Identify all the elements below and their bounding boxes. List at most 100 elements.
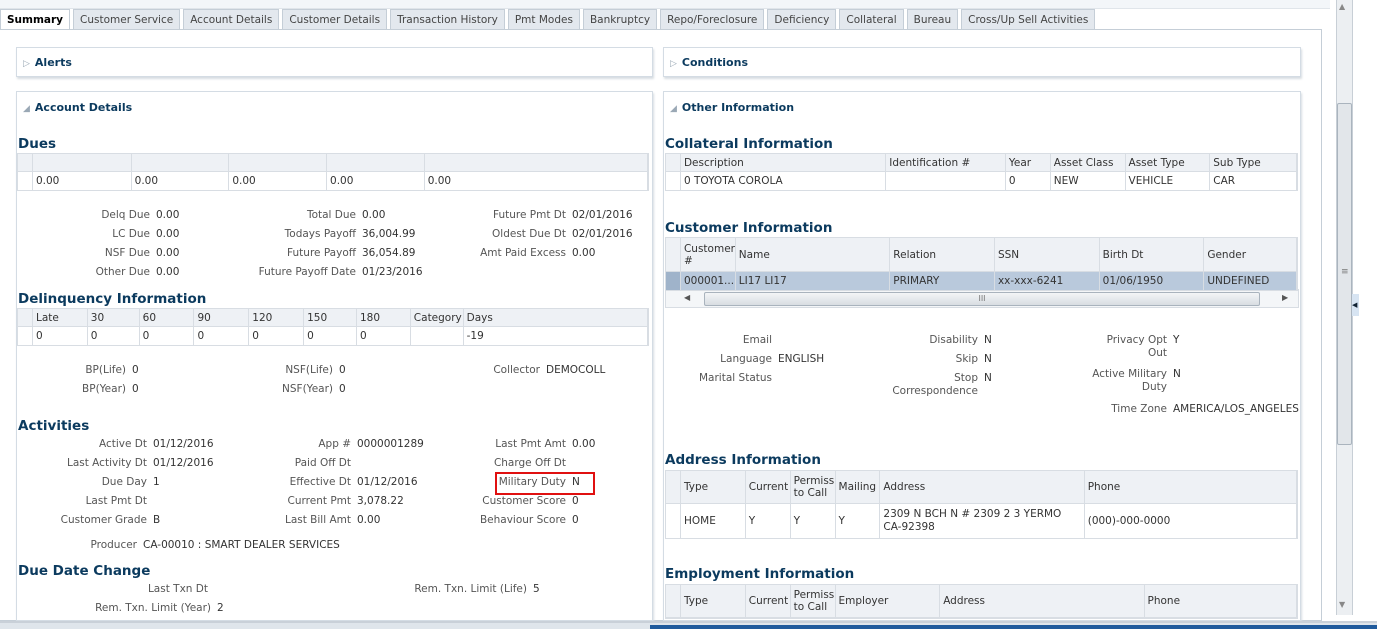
- field-value: AMERICA/LOS_ANGELES: [1173, 403, 1299, 415]
- employment-heading: Employment Information: [665, 566, 855, 582]
- collapse-pane-icon[interactable]: ◀: [1352, 294, 1359, 316]
- column-header[interactable]: [131, 154, 230, 172]
- table-header-row: TypeCurrentPermission to CallEmployerAdd…: [666, 585, 1297, 618]
- field-label: NSF Due: [104, 247, 150, 259]
- tab-customer-details[interactable]: Customer Details: [282, 9, 388, 30]
- column-header[interactable]: Customer #: [680, 238, 736, 272]
- column-header[interactable]: 60: [139, 309, 195, 327]
- column-header[interactable]: Permission to Call: [790, 471, 836, 504]
- tab-bureau[interactable]: Bureau: [906, 9, 959, 30]
- column-header[interactable]: [32, 154, 132, 172]
- column-header[interactable]: Asset Type: [1125, 154, 1211, 172]
- tab-bar: Summary Customer Service Account Details Cu…: [0, 9, 1096, 30]
- customer-table-hscroll[interactable]: ◀ III ▶: [665, 289, 1299, 308]
- field-label: Charge Off Dt: [493, 457, 566, 469]
- column-header[interactable]: Address: [940, 585, 1145, 618]
- column-header[interactable]: Category: [410, 309, 464, 327]
- field-label: Last Activity Dt: [66, 457, 147, 469]
- column-header[interactable]: Phone: [1144, 585, 1297, 618]
- table-row[interactable]: 0.00 0.00 0.00 0.00 0.00: [18, 172, 648, 190]
- scroll-down-icon[interactable]: ▼: [1339, 600, 1346, 609]
- table-header-row: [18, 154, 648, 172]
- tab-customer-service[interactable]: Customer Service: [73, 9, 181, 30]
- vscroll-thumb[interactable]: ≡: [1337, 103, 1352, 445]
- due-date-change-heading: Due Date Change: [18, 563, 151, 579]
- table-row[interactable]: 0 TOYOTA COROLA 0 NEW VEHICLE CAR: [666, 172, 1297, 190]
- column-header[interactable]: Permission to Call: [790, 585, 836, 618]
- column-header[interactable]: 30: [87, 309, 140, 327]
- column-header[interactable]: Sub Type: [1210, 154, 1297, 172]
- table-cell: 0: [1006, 172, 1051, 190]
- column-header[interactable]: Type: [680, 471, 746, 504]
- tab-deficiency[interactable]: Deficiency: [767, 9, 837, 30]
- tab-repo-foreclosure[interactable]: Repo/Foreclosure: [660, 9, 765, 30]
- scroll-left-icon[interactable]: ◀: [684, 293, 691, 302]
- tab-summary[interactable]: Summary: [0, 9, 71, 30]
- column-header[interactable]: 180: [356, 309, 411, 327]
- column-header[interactable]: Birth Dt: [1099, 238, 1205, 272]
- scroll-up-icon[interactable]: ▲: [1339, 2, 1346, 11]
- table-cell: 0: [304, 327, 357, 345]
- column-header[interactable]: 120: [249, 309, 305, 327]
- field-label: Oldest Due Dt: [492, 228, 566, 240]
- column-header[interactable]: 90: [194, 309, 250, 327]
- column-header[interactable]: Asset Class: [1050, 154, 1126, 172]
- column-header[interactable]: Description: [680, 154, 887, 172]
- conditions-panel[interactable]: ▷ Conditions: [663, 47, 1301, 77]
- tab-account-details[interactable]: Account Details: [183, 9, 280, 30]
- column-header[interactable]: Employer: [835, 585, 941, 618]
- column-header[interactable]: Current: [745, 471, 791, 504]
- hscroll-thumb[interactable]: III: [704, 292, 1260, 306]
- tab-cross-up-sell-activities[interactable]: Cross/Up Sell Activities: [961, 9, 1096, 30]
- column-header[interactable]: Name: [735, 238, 891, 272]
- column-header[interactable]: [229, 154, 328, 172]
- column-header[interactable]: Late: [32, 309, 88, 327]
- column-header[interactable]: SSN: [994, 238, 1100, 272]
- collapse-icon[interactable]: ◢: [23, 104, 30, 114]
- field-value: 0.00: [572, 247, 596, 259]
- column-header[interactable]: Phone: [1084, 471, 1297, 504]
- table-cell: 0.00: [327, 172, 425, 190]
- field-label: Todays Payoff: [284, 228, 356, 240]
- column-header[interactable]: Identification #: [886, 154, 1006, 172]
- tab-collateral[interactable]: Collateral: [839, 9, 904, 30]
- tab-transaction-history[interactable]: Transaction History: [390, 9, 505, 30]
- column-header[interactable]: Days: [463, 309, 648, 327]
- field-value: 01/23/2016: [362, 266, 423, 278]
- column-header[interactable]: Year: [1005, 154, 1051, 172]
- row-header-cell: [18, 309, 33, 327]
- column-header[interactable]: [424, 154, 648, 172]
- column-header[interactable]: Relation: [890, 238, 995, 272]
- tab-pmt-modes[interactable]: Pmt Modes: [507, 9, 580, 30]
- alerts-panel[interactable]: ▷ Alerts: [16, 47, 653, 77]
- collateral-table: Description Identification # Year Asset Cla…: [665, 153, 1298, 191]
- column-header[interactable]: Mailing: [835, 471, 881, 504]
- collateral-heading: Collateral Information: [665, 136, 833, 152]
- column-header[interactable]: [327, 154, 425, 172]
- field-value: N: [572, 476, 580, 488]
- table-row[interactable]: 0 0 0 0 0 0 0 -19: [18, 327, 648, 345]
- column-header[interactable]: Address: [880, 471, 1085, 504]
- column-header[interactable]: Gender: [1204, 238, 1297, 272]
- collapse-icon[interactable]: ◢: [670, 104, 677, 114]
- column-header[interactable]: Current: [745, 585, 791, 618]
- expand-icon[interactable]: ▷: [23, 59, 30, 69]
- column-header[interactable]: 150: [304, 309, 357, 327]
- tab-bankruptcy[interactable]: Bankruptcy: [582, 9, 658, 30]
- table-cell: (000)-000-0000: [1085, 504, 1297, 538]
- column-header[interactable]: Type: [680, 585, 746, 618]
- field-label: Future Payoff Date: [258, 266, 356, 278]
- scroll-right-icon[interactable]: ▶: [1282, 293, 1289, 302]
- field-label: Rem. Txn. Limit (Year): [95, 602, 211, 614]
- table-row[interactable]: HOME Y Y Y 2309 N BCH N # 2309 2 3 YERMO CA-…: [666, 504, 1297, 538]
- military-duty-highlight: [495, 472, 595, 495]
- row-header-cell: [666, 504, 681, 538]
- field-value: 0: [339, 383, 346, 395]
- field-label: Marital Status: [699, 372, 772, 384]
- other-information-panel: ◢ Other Information: [663, 91, 1301, 621]
- table-row[interactable]: 000001... LI17 LI17 PRIMARY xx-xxx-6241 01/0…: [666, 272, 1297, 290]
- account-details-title: Account Details: [34, 101, 133, 114]
- field-value: 0000001289: [357, 438, 424, 450]
- expand-icon[interactable]: ▷: [670, 59, 677, 69]
- activities-heading: Activities: [18, 418, 90, 434]
